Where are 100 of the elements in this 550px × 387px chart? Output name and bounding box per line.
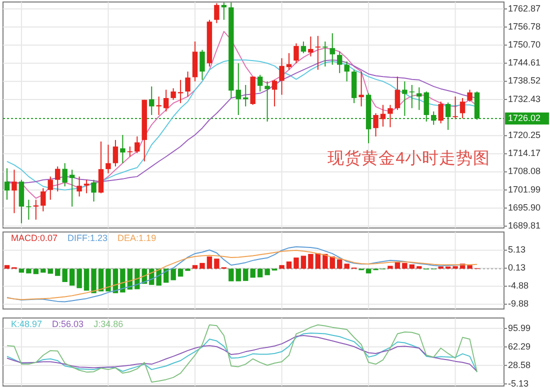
bar <box>366 268 372 274</box>
candlestick <box>394 76 400 110</box>
candlestick <box>294 42 299 64</box>
candlestick <box>76 176 82 197</box>
candlestick <box>286 52 292 70</box>
bar <box>214 258 220 269</box>
bar <box>257 268 263 278</box>
bar <box>69 268 75 286</box>
candlestick <box>402 80 408 116</box>
candlestick <box>315 35 321 70</box>
bar <box>48 268 53 274</box>
bar <box>467 265 472 269</box>
candlestick <box>84 179 90 194</box>
y-tick-label: 1714.17 <box>508 148 541 158</box>
candlestick <box>300 41 306 54</box>
legend: K:48.97 D:56.03 J:34.86 <box>11 319 124 329</box>
candlestick <box>344 60 350 82</box>
bar <box>322 254 328 269</box>
bar <box>228 268 234 282</box>
candlestick <box>388 104 393 128</box>
bar <box>192 265 198 269</box>
y-tick-label: 62.29 <box>508 341 531 352</box>
bar <box>200 262 205 269</box>
candlestick <box>416 86 422 110</box>
y-tick-label: 28.58 <box>508 360 531 370</box>
bar <box>337 259 342 269</box>
candlestick <box>452 96 458 120</box>
y-tick-label: 1720.25 <box>508 130 541 140</box>
candlestick <box>373 112 378 137</box>
bar <box>33 268 39 274</box>
candlestick <box>120 134 126 164</box>
y-tick-label: 1701.99 <box>508 184 541 194</box>
bar <box>106 268 111 292</box>
bar <box>452 266 458 269</box>
candlestick <box>134 136 140 154</box>
bar <box>279 265 284 269</box>
candlestick <box>156 96 162 116</box>
candlestick <box>236 62 241 116</box>
bar <box>300 256 306 269</box>
candlestick <box>221 2 227 20</box>
candlestick <box>106 144 111 174</box>
candlestick <box>178 79 184 104</box>
bar <box>344 264 350 269</box>
candlestick <box>337 51 342 74</box>
candlestick <box>308 36 314 57</box>
text: 现货黄金4小时走势图 <box>328 148 490 168</box>
candlestick <box>40 188 46 212</box>
candlestick <box>322 41 328 68</box>
bar <box>76 268 82 288</box>
bar <box>243 268 248 281</box>
candlestick <box>12 169 17 214</box>
y-tick-label: -9.88 <box>508 298 529 309</box>
bar <box>91 268 96 294</box>
bar <box>286 262 292 269</box>
y-tick-label: 0.13 <box>508 262 526 273</box>
candlestick <box>163 89 169 112</box>
bar <box>250 268 256 278</box>
candlestick <box>170 88 176 100</box>
candlestick <box>438 101 444 124</box>
bar <box>84 268 90 291</box>
candlestick <box>272 79 278 107</box>
y-tick-label: 1750.70 <box>508 39 541 50</box>
bar <box>315 253 321 269</box>
candlestick <box>98 140 104 194</box>
bar <box>62 268 68 282</box>
bar <box>294 258 299 269</box>
y-tick-label: 1762.87 <box>508 3 541 14</box>
bar <box>170 268 176 280</box>
ref-line-label: 1726.02 <box>508 112 541 123</box>
bar <box>264 268 270 276</box>
candlestick <box>279 58 284 96</box>
bar <box>55 268 60 276</box>
legend: MACD:0.07 DIFF:1.23 DEA:1.19 <box>11 233 156 243</box>
candlestick <box>467 89 472 102</box>
bar <box>178 268 184 277</box>
bar <box>4 265 10 269</box>
y-tick-label: 1732.43 <box>508 94 541 104</box>
candlestick <box>112 139 118 167</box>
y-tick-label: -5.13 <box>508 378 529 387</box>
y-tick-label: 1738.52 <box>508 76 541 86</box>
bar <box>402 262 408 269</box>
bar <box>120 268 126 292</box>
bar <box>416 266 422 269</box>
candlestick <box>200 49 205 80</box>
bar <box>236 268 241 282</box>
y-tick-label: 1708.08 <box>508 166 541 176</box>
candlestick <box>91 179 96 202</box>
candlestick <box>460 98 466 119</box>
candlestick <box>257 74 263 92</box>
candlestick <box>185 71 190 98</box>
bar <box>206 256 212 269</box>
candlestick <box>4 168 10 200</box>
y-tick-label: 1695.90 <box>508 202 541 212</box>
y-tick-label: 5.13 <box>508 244 526 255</box>
y-tick-label: 1756.78 <box>508 21 541 32</box>
bar <box>308 254 314 269</box>
bar <box>388 266 393 269</box>
bar <box>26 268 32 274</box>
bar <box>98 268 104 292</box>
candlestick <box>149 86 154 116</box>
